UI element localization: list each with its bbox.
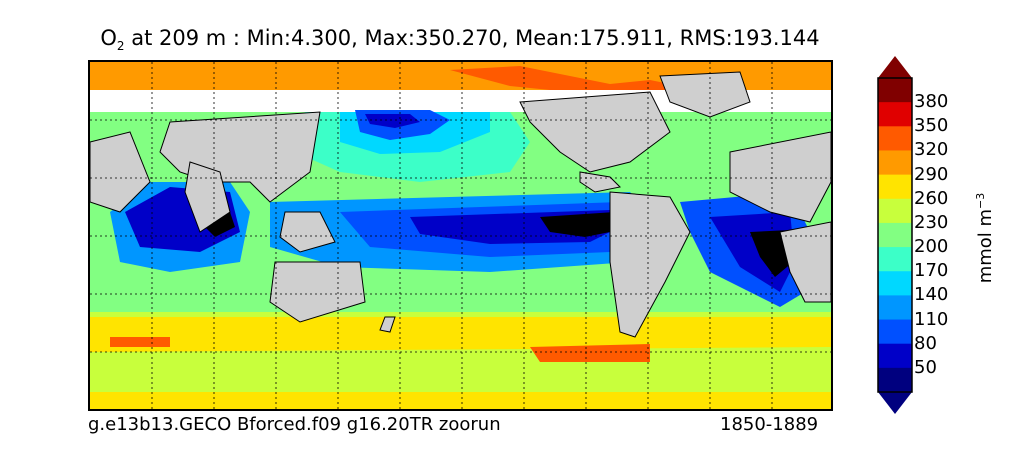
time-period: 1850-1889	[720, 414, 819, 435]
colorbar-tick-label: 50	[914, 356, 937, 378]
southern-260	[90, 317, 831, 352]
colorbar-bin	[878, 319, 912, 345]
land-maritime-continent	[279, 211, 336, 253]
colorbar-bin	[878, 78, 912, 103]
unit-base: mmol m	[975, 208, 996, 284]
colorbar-frame	[877, 77, 913, 393]
colorbar-tick-label: 320	[914, 139, 949, 161]
colorbar-tick-label: 200	[914, 236, 949, 258]
map-canvas	[90, 62, 831, 409]
title-stats: at 209 m : Min:4.300, Max:350.270, Mean:…	[124, 26, 820, 50]
colorbar-extend-min	[878, 392, 912, 414]
colorbar-tick-label: 170	[914, 260, 949, 282]
land-africa-east	[90, 131, 151, 213]
ocean-oxygen-map	[88, 60, 833, 411]
colorbar-bin	[878, 343, 912, 369]
colorbar-tick-label: 380	[914, 91, 949, 113]
unit-exponent: −3	[974, 192, 987, 209]
arctic-high-o2	[450, 66, 690, 96]
colorbar-bins	[878, 78, 912, 393]
eq-pacific-anoxic	[540, 212, 620, 237]
graticule	[90, 62, 831, 409]
colorbar-bin	[878, 271, 912, 296]
npac-50	[365, 114, 420, 128]
southern-high-patch	[530, 344, 650, 362]
run-name: g.e13b13.GECO Bforced.f09 g16.20TR zooru…	[88, 414, 501, 435]
colorbar-bin	[878, 174, 912, 200]
colorbar-bin	[878, 367, 912, 393]
colorbar	[877, 56, 913, 414]
colorbar-extend-max	[878, 56, 912, 78]
land-greenland	[659, 71, 751, 118]
land-india	[184, 161, 231, 233]
colorbar-tick-label: 110	[914, 308, 949, 330]
colorbar-tick-label: 80	[914, 332, 937, 354]
map-title: O2 at 209 m : Min:4.300, Max:350.270, Me…	[0, 26, 920, 53]
land-europe-africa-north	[729, 131, 831, 223]
southern-high-patch-2	[110, 337, 170, 347]
land-south-america	[609, 191, 691, 338]
colorbar-tick-label: 290	[914, 163, 949, 185]
land-north-america	[519, 91, 671, 173]
land-africa-south	[779, 221, 831, 303]
title-subscript: 2	[116, 39, 125, 54]
colorbar-bin	[878, 198, 912, 224]
colorbar-bin	[878, 102, 912, 127]
colorbar-bin	[878, 247, 912, 272]
title-variable: O	[100, 26, 117, 50]
colorbar-bin	[878, 126, 912, 151]
land-australia	[269, 261, 366, 323]
colorbar-tick-label: 140	[914, 284, 949, 306]
colorbar-tick-label: 350	[914, 115, 949, 137]
colorbar-bin	[878, 295, 912, 321]
colorbar-unit-label: mmol m−3	[974, 193, 996, 284]
land-central-america	[579, 171, 622, 193]
land-asia	[159, 111, 321, 203]
colorbar-tick-label: 260	[914, 187, 949, 209]
antarctic-margin	[90, 392, 831, 409]
land-new-zealand	[379, 316, 396, 333]
colorbar-tick-label: 230	[914, 211, 949, 233]
colorbar-bin	[878, 222, 912, 248]
colorbar-bin	[878, 150, 912, 176]
